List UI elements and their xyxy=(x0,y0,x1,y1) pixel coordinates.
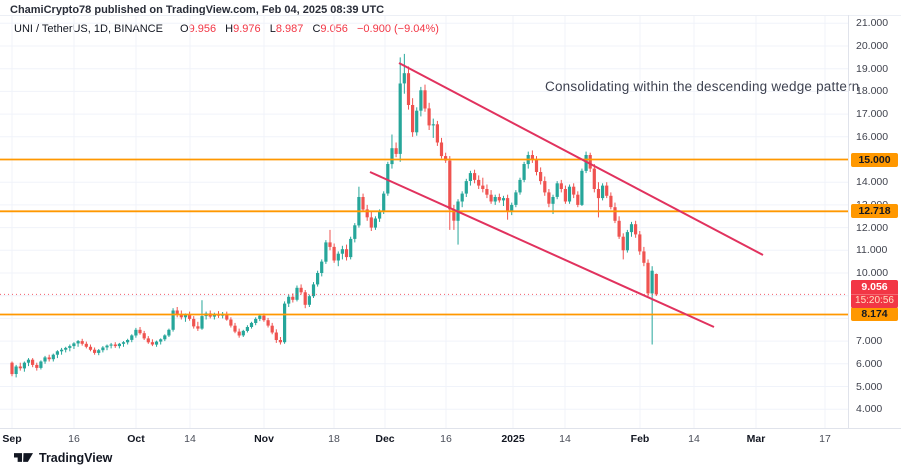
change-value: −0.900 (−9.04%) xyxy=(356,23,439,35)
bar-countdown: 15:20:56 xyxy=(851,294,898,308)
price-tick-label: 7.000 xyxy=(856,335,883,348)
time-tick-label: 2025 xyxy=(501,433,525,445)
wedge-lower xyxy=(369,171,715,328)
low-value: 8.987 xyxy=(275,23,304,35)
time-tick-label: 18 xyxy=(328,433,340,445)
price-tick-label: 11.000 xyxy=(856,244,888,257)
price-tick-label: 5.000 xyxy=(856,380,883,393)
time-tick-label: 14 xyxy=(688,433,700,445)
time-tick-label: Nov xyxy=(254,433,274,445)
price-tick-label: 14.000 xyxy=(856,176,889,189)
wedge-annotation-text: Consolidating within the descending wedg… xyxy=(545,79,860,94)
price-line-label: 12.718 xyxy=(851,204,898,219)
time-axis-separator xyxy=(0,428,901,429)
price-tick-label: 12.000 xyxy=(856,221,889,234)
time-tick-label: 17 xyxy=(819,433,831,445)
price-tick-label: 18.000 xyxy=(856,85,889,98)
time-tick-label: 16 xyxy=(68,433,80,445)
high-value: 9.976 xyxy=(233,23,261,35)
price-line-label: 15.000 xyxy=(851,152,898,167)
price-tick-label: 10.000 xyxy=(856,267,889,279)
open-value: 9.956 xyxy=(188,23,217,35)
time-tick-label: 16 xyxy=(440,433,452,445)
candlestick-series xyxy=(10,53,658,378)
open-label: O xyxy=(180,23,189,35)
high-label: H xyxy=(225,23,234,35)
price-tick-label: 16.000 xyxy=(856,130,889,143)
last-price-value: 9.056 xyxy=(851,280,898,294)
price-tick-label: 19.000 xyxy=(856,62,889,75)
chart-canvas[interactable] xyxy=(0,0,901,428)
time-tick-label: 14 xyxy=(184,433,196,445)
footer[interactable]: TradingView xyxy=(14,450,112,465)
time-tick-label: Sep xyxy=(2,433,22,445)
tradingview-logo-icon xyxy=(14,453,33,462)
pane-top-border xyxy=(0,15,901,16)
price-tick-label: 21.000 xyxy=(856,17,889,30)
last-price-label: 9.056 15:20:56 xyxy=(851,280,898,308)
symbol-legend[interactable]: UNI / TetherUS, 1D, BINANCE O9.956 H9.97… xyxy=(14,23,439,35)
close-label: C xyxy=(312,23,321,35)
published-line: ChamiCrypto78 published on TradingView.c… xyxy=(10,4,385,16)
price-line-label: 8.174 xyxy=(851,307,898,322)
price-tick-label: 17.000 xyxy=(856,108,889,121)
time-tick-label: Mar xyxy=(746,433,766,445)
time-tick-label: Oct xyxy=(127,433,145,445)
price-tick-label: 4.000 xyxy=(856,403,883,416)
symbol-title: UNI / TetherUS, 1D, BINANCE xyxy=(14,23,163,35)
price-tick-label: 20.000 xyxy=(856,40,889,52)
price-tick-label: 6.000 xyxy=(856,357,883,370)
low-label: L xyxy=(269,23,276,35)
tradingview-brand-text: TradingView xyxy=(39,450,113,465)
time-tick-label: Dec xyxy=(375,433,395,445)
time-tick-label: Feb xyxy=(630,433,650,445)
wedge-upper xyxy=(398,62,764,256)
time-tick-label: 14 xyxy=(559,433,571,445)
price-axis-separator xyxy=(848,15,849,428)
